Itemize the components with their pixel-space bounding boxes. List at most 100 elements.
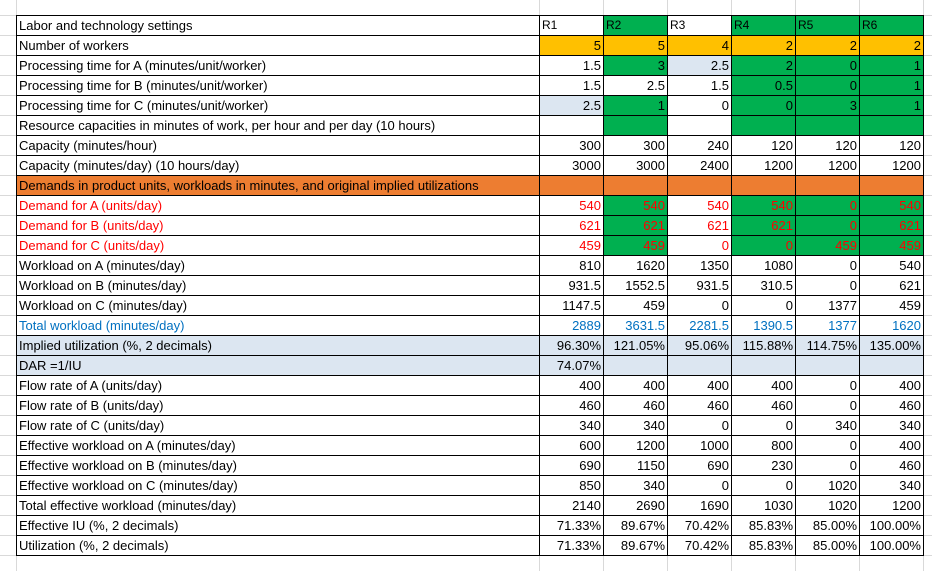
value-cell-r6[interactable]: 135.00% [859, 335, 924, 356]
value-cell-r2[interactable] [603, 355, 668, 376]
value-cell-r3[interactable]: 460 [667, 395, 732, 416]
value-cell-r4[interactable]: 0 [731, 235, 796, 256]
value-cell-r3[interactable]: 1690 [667, 495, 732, 516]
value-cell-r1[interactable]: 3000 [539, 155, 604, 176]
value-cell-r2[interactable]: 340 [603, 415, 668, 436]
value-cell-r4[interactable]: 800 [731, 435, 796, 456]
value-cell-r5[interactable]: 114.75% [795, 335, 860, 356]
value-cell-r3[interactable]: 0 [667, 415, 732, 436]
value-cell-r3[interactable]: 0 [667, 235, 732, 256]
value-cell-r2[interactable]: 300 [603, 135, 668, 156]
column-header-r5[interactable]: R5 [795, 15, 860, 36]
value-cell-r5[interactable]: 2 [795, 35, 860, 56]
value-cell-r3[interactable]: 0 [667, 95, 732, 116]
value-cell-r4[interactable]: 2 [731, 35, 796, 56]
value-cell-r1[interactable]: 850 [539, 475, 604, 496]
row-label-cell[interactable]: Demands in product units, workloads in m… [16, 175, 540, 196]
value-cell-r3[interactable] [667, 175, 732, 196]
value-cell-r3[interactable]: 4 [667, 35, 732, 56]
value-cell-r4[interactable]: 120 [731, 135, 796, 156]
value-cell-r5[interactable]: 1377 [795, 315, 860, 336]
value-cell-r5[interactable]: 340 [795, 415, 860, 436]
value-cell-r3[interactable]: 70.42% [667, 515, 732, 536]
value-cell-r5[interactable]: 0 [795, 395, 860, 416]
row-label-cell[interactable]: Demand for C (units/day) [16, 235, 540, 256]
row-label-cell[interactable]: Processing time for C (minutes/unit/work… [16, 95, 540, 116]
value-cell-r6[interactable]: 540 [859, 195, 924, 216]
row-label-cell[interactable]: Processing time for B (minutes/unit/work… [16, 75, 540, 96]
value-cell-r5[interactable] [795, 115, 860, 136]
value-cell-r5[interactable]: 120 [795, 135, 860, 156]
value-cell-r6[interactable]: 2 [859, 35, 924, 56]
value-cell-r2[interactable]: 89.67% [603, 535, 668, 556]
value-cell-r1[interactable]: 71.33% [539, 535, 604, 556]
value-cell-r1[interactable]: 2.5 [539, 95, 604, 116]
value-cell-r5[interactable]: 0 [795, 255, 860, 276]
column-header-r3[interactable]: R3 [667, 15, 732, 36]
value-cell-r2[interactable]: 400 [603, 375, 668, 396]
value-cell-r2[interactable]: 121.05% [603, 335, 668, 356]
value-cell-r1[interactable]: 460 [539, 395, 604, 416]
header-label-cell[interactable]: Labor and technology settings [16, 15, 540, 36]
value-cell-r3[interactable] [667, 355, 732, 376]
value-cell-r6[interactable]: 1200 [859, 155, 924, 176]
value-cell-r3[interactable]: 95.06% [667, 335, 732, 356]
row-label-cell[interactable]: Demand for A (units/day) [16, 195, 540, 216]
value-cell-r2[interactable]: 2690 [603, 495, 668, 516]
value-cell-r5[interactable]: 1200 [795, 155, 860, 176]
row-label-cell[interactable]: Workload on C (minutes/day) [16, 295, 540, 316]
row-label-cell[interactable]: Effective workload on B (minutes/day) [16, 455, 540, 476]
value-cell-r4[interactable]: 400 [731, 375, 796, 396]
value-cell-r6[interactable]: 1 [859, 95, 924, 116]
value-cell-r4[interactable] [731, 355, 796, 376]
value-cell-r2[interactable]: 340 [603, 475, 668, 496]
row-label-cell[interactable]: Total effective workload (minutes/day) [16, 495, 540, 516]
row-label-cell[interactable]: Flow rate of B (units/day) [16, 395, 540, 416]
value-cell-r2[interactable]: 3631.5 [603, 315, 668, 336]
value-cell-r6[interactable]: 621 [859, 215, 924, 236]
value-cell-r2[interactable]: 3000 [603, 155, 668, 176]
value-cell-r1[interactable]: 1.5 [539, 55, 604, 76]
row-label-cell[interactable]: Total workload (minutes/day) [16, 315, 540, 336]
value-cell-r1[interactable]: 600 [539, 435, 604, 456]
value-cell-r6[interactable]: 459 [859, 235, 924, 256]
row-label-cell[interactable]: Capacity (minutes/day) (10 hours/day) [16, 155, 540, 176]
value-cell-r6[interactable]: 460 [859, 395, 924, 416]
value-cell-r5[interactable]: 1377 [795, 295, 860, 316]
value-cell-r4[interactable]: 1200 [731, 155, 796, 176]
value-cell-r3[interactable]: 0 [667, 295, 732, 316]
row-label-cell[interactable]: Resource capacities in minutes of work, … [16, 115, 540, 136]
value-cell-r3[interactable]: 0 [667, 475, 732, 496]
value-cell-r1[interactable]: 540 [539, 195, 604, 216]
value-cell-r5[interactable]: 85.00% [795, 515, 860, 536]
column-header-r1[interactable]: R1 [539, 15, 604, 36]
value-cell-r3[interactable]: 70.42% [667, 535, 732, 556]
value-cell-r1[interactable]: 5 [539, 35, 604, 56]
value-cell-r4[interactable]: 0.5 [731, 75, 796, 96]
value-cell-r3[interactable]: 931.5 [667, 275, 732, 296]
value-cell-r5[interactable]: 85.00% [795, 535, 860, 556]
value-cell-r2[interactable]: 540 [603, 195, 668, 216]
value-cell-r1[interactable]: 2140 [539, 495, 604, 516]
row-label-cell[interactable]: Effective workload on A (minutes/day) [16, 435, 540, 456]
value-cell-r6[interactable]: 340 [859, 475, 924, 496]
value-cell-r5[interactable]: 0 [795, 75, 860, 96]
value-cell-r1[interactable]: 74.07% [539, 355, 604, 376]
row-label-cell[interactable]: Number of workers [16, 35, 540, 56]
value-cell-r4[interactable]: 1080 [731, 255, 796, 276]
value-cell-r1[interactable]: 1147.5 [539, 295, 604, 316]
value-cell-r2[interactable]: 459 [603, 295, 668, 316]
value-cell-r2[interactable]: 621 [603, 215, 668, 236]
row-label-cell[interactable]: Workload on B (minutes/day) [16, 275, 540, 296]
value-cell-r6[interactable]: 100.00% [859, 515, 924, 536]
value-cell-r3[interactable]: 2.5 [667, 55, 732, 76]
value-cell-r4[interactable]: 1030 [731, 495, 796, 516]
value-cell-r1[interactable]: 71.33% [539, 515, 604, 536]
value-cell-r2[interactable]: 89.67% [603, 515, 668, 536]
value-cell-r1[interactable] [539, 115, 604, 136]
value-cell-r1[interactable] [539, 175, 604, 196]
value-cell-r4[interactable]: 310.5 [731, 275, 796, 296]
value-cell-r2[interactable]: 3 [603, 55, 668, 76]
row-label-cell[interactable]: Implied utilization (%, 2 decimals) [16, 335, 540, 356]
value-cell-r3[interactable]: 540 [667, 195, 732, 216]
